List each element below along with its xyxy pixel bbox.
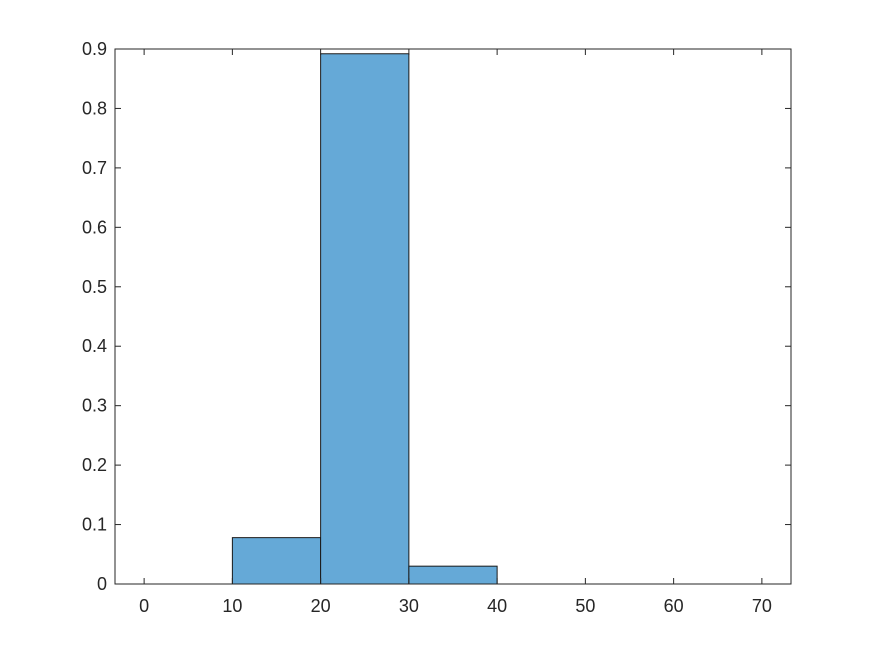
y-tick-label-4: 0.4 xyxy=(82,336,107,356)
x-tick-label-3: 30 xyxy=(399,596,419,616)
axes-box xyxy=(114,48,792,585)
y-tick-label-2: 0.2 xyxy=(82,455,107,475)
x-tick-label-1: 10 xyxy=(222,596,242,616)
x-tick-label-5: 50 xyxy=(575,596,595,616)
y-tick-label-7: 0.7 xyxy=(82,158,107,178)
x-tick-label-4: 40 xyxy=(487,596,507,616)
x-tick-label-7: 70 xyxy=(752,596,772,616)
plot-area xyxy=(115,49,791,584)
x-tick-label-0: 0 xyxy=(139,596,149,616)
histogram-bar-1 xyxy=(320,53,410,585)
histogram-bar-0 xyxy=(231,537,322,585)
y-tick-label-8: 0.8 xyxy=(82,98,107,118)
y-tick-label-0: 0 xyxy=(97,574,107,594)
bars-group xyxy=(231,53,498,585)
x-tick-label-2: 20 xyxy=(311,596,331,616)
tick-labels-group: 0 10 20 30 40 50 60 70 0 0.1 0.2 0.3 0.4 0.5 0.6 0.7 0.8… xyxy=(82,39,772,616)
y-tick-label-3: 0.3 xyxy=(82,396,107,416)
y-tick-label-6: 0.6 xyxy=(82,217,107,237)
y-tick-label-9: 0.9 xyxy=(82,39,107,59)
y-tick-label-1: 0.1 xyxy=(82,515,107,535)
histogram-bar-2 xyxy=(408,565,498,585)
x-tick-label-6: 60 xyxy=(664,596,684,616)
y-tick-label-5: 0.5 xyxy=(82,277,107,297)
